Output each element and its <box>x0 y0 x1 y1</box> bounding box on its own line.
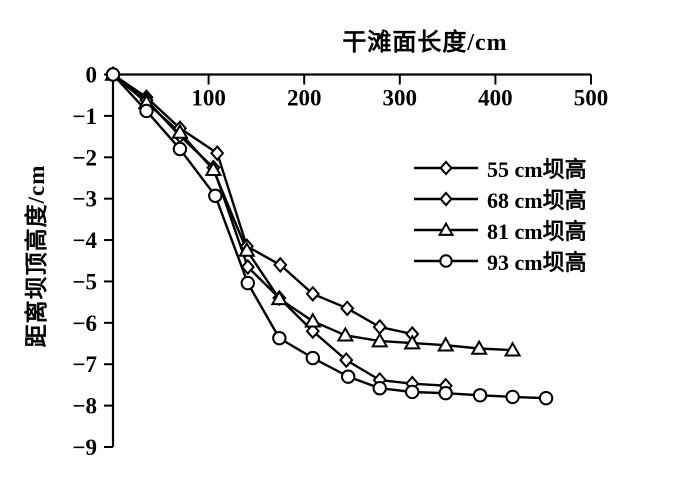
circle-marker-icon <box>538 390 554 406</box>
triangle-marker-icon <box>171 123 189 139</box>
triangle-marker-icon <box>414 221 478 236</box>
x-tick-label: 500 <box>574 86 609 111</box>
circle-marker-icon <box>208 188 223 203</box>
diamond-marker-icon <box>340 300 355 317</box>
circle-marker-icon <box>405 384 420 400</box>
series-line-0 <box>112 73 413 336</box>
circle-marker-icon <box>172 141 188 157</box>
y-ticks: 0 −1 −2 −3 −4 −5 −6 −7 −8 −9 <box>72 63 113 460</box>
y-tick-label: −7 <box>72 352 97 377</box>
y-tick-label: −1 <box>72 104 97 129</box>
y-tick-label: −4 <box>72 228 97 253</box>
legend-label: 81 cm坝高 <box>487 218 587 244</box>
circle-marker-icon <box>139 103 154 119</box>
series-markers <box>104 65 554 406</box>
triangle-marker-icon <box>503 341 522 357</box>
x-tick-label: 400 <box>478 86 513 111</box>
triangle-marker-icon <box>470 339 488 355</box>
triangle-marker-icon <box>304 312 322 328</box>
diamond-marker-icon <box>240 258 255 276</box>
legend-label: 68 cm坝高 <box>487 187 587 213</box>
y-tick-label: 0 <box>86 63 98 88</box>
legend-item-81cm: 81 cm坝高 <box>412 214 587 245</box>
triangle-marker-icon <box>336 326 355 342</box>
diamond-marker-icon <box>372 318 387 336</box>
diamond-marker-icon <box>414 190 478 207</box>
legend: 55 cm坝高 68 cm坝高 81 cm坝高 93 cm坝高 <box>412 152 587 276</box>
circle-marker-icon <box>472 388 488 403</box>
circle-marker-icon <box>340 369 356 384</box>
triangle-marker-icon <box>437 221 455 236</box>
x-ticks: 100 200 300 400 500 <box>191 74 609 111</box>
diamond-marker-icon <box>339 351 354 369</box>
x-axis-title: 干滩面长度/cm <box>342 30 508 56</box>
diamond-marker-icon <box>414 159 478 176</box>
y-tick-label: −6 <box>72 311 97 336</box>
x-tick-label: 100 <box>191 86 226 111</box>
y-tick-label: −8 <box>72 394 97 419</box>
triangle-marker-icon <box>204 160 223 176</box>
triangle-marker-icon <box>436 336 455 352</box>
circle-marker-icon <box>272 330 287 346</box>
circle-marker-icon <box>240 275 255 291</box>
circle-marker-icon <box>438 385 453 401</box>
x-tick-label: 200 <box>287 86 322 111</box>
circle-marker-icon <box>414 253 478 268</box>
y-tick-label: −9 <box>72 435 97 460</box>
x-tick-label: 300 <box>383 86 418 111</box>
legend-item-93cm: 93 cm坝高 <box>412 245 587 276</box>
legend-label: 55 cm坝高 <box>487 156 587 182</box>
triangle-marker-icon <box>370 332 389 348</box>
diamond-marker-icon <box>305 322 320 340</box>
y-tick-label: −3 <box>72 187 97 212</box>
legend-label: 93 cm坝高 <box>487 249 587 275</box>
y-tick-label: −2 <box>72 145 97 170</box>
diamond-marker-icon <box>273 256 288 274</box>
diamond-marker-icon <box>305 285 320 302</box>
y-tick-label: −5 <box>72 269 97 294</box>
circle-marker-icon <box>105 67 121 82</box>
triangle-marker-icon <box>270 289 289 306</box>
triangle-marker-icon <box>238 241 256 257</box>
circle-marker-icon <box>372 381 387 396</box>
circle-marker-icon <box>439 253 453 268</box>
circle-marker-icon <box>505 389 520 405</box>
diamond-marker-icon <box>439 159 453 176</box>
diamond-marker-icon <box>439 190 453 207</box>
circle-marker-icon <box>305 350 321 366</box>
legend-item-68cm: 68 cm坝高 <box>412 183 587 214</box>
triangle-marker-icon <box>403 334 421 350</box>
legend-item-55cm: 55 cm坝高 <box>412 152 587 183</box>
diamond-marker-icon <box>210 145 225 162</box>
series-markers-3 <box>105 67 554 406</box>
